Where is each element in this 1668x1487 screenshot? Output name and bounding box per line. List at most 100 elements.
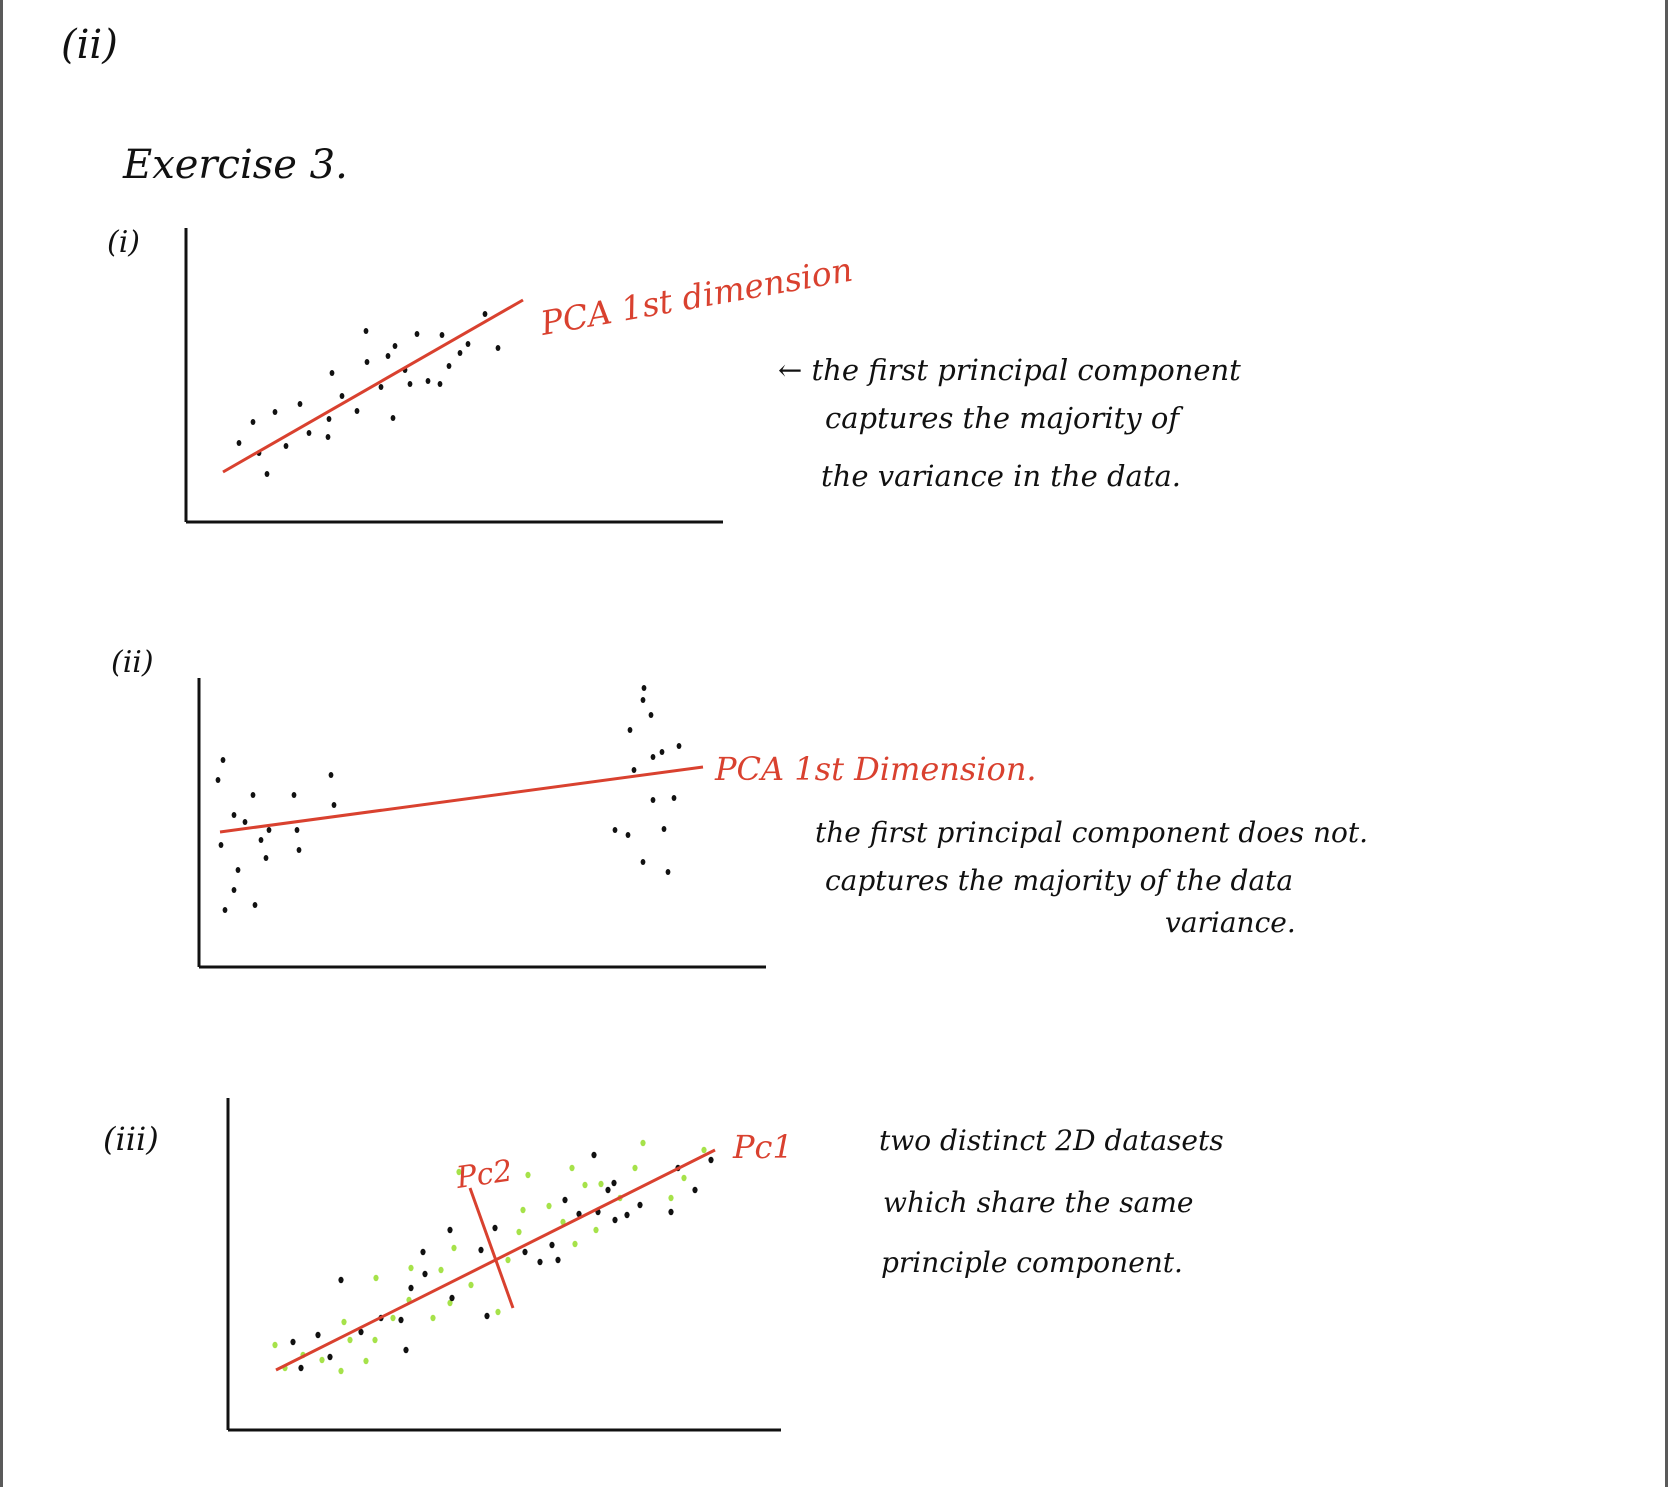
- part-3-black-point: [692, 1186, 698, 1194]
- part-1-point: [457, 350, 463, 356]
- part-3-green-point: [505, 1256, 511, 1264]
- part-3-black-point: [315, 1331, 321, 1339]
- part-3-green-point: [372, 1336, 378, 1344]
- part-3-black-point: [591, 1151, 597, 1159]
- exercise-title: Exercise 3.: [122, 142, 348, 188]
- part-3-black-point: [612, 1216, 618, 1224]
- part-3-black-point: [537, 1258, 543, 1266]
- part-1-point: [378, 384, 384, 390]
- part-3-green-point: [546, 1202, 552, 1210]
- part-2-point: [331, 802, 337, 808]
- part-2-point: [661, 826, 667, 832]
- part-3: (iii) Pc1 Pc2 two distinct 2D datasets w…: [103, 1098, 1224, 1432]
- part-3-green-point: [632, 1164, 638, 1172]
- part-2-label: (ii): [111, 645, 154, 680]
- part-2-point: [650, 754, 656, 760]
- part-1-point: [297, 401, 303, 407]
- part-3-black-points: [290, 1151, 714, 1372]
- part-2-point: [296, 847, 302, 853]
- part-2-point: [231, 887, 237, 893]
- part-1-point: [414, 331, 420, 337]
- part-3-green-point: [373, 1274, 379, 1282]
- part-2-point: [215, 777, 221, 783]
- part-1-point: [339, 393, 345, 399]
- part-2-note-line-1: the first principal component does not.: [815, 816, 1368, 849]
- part-3-green-point: [447, 1299, 453, 1307]
- part-3-green-points: [272, 1139, 707, 1375]
- part-2-point: [640, 697, 646, 703]
- part-2-point: [252, 902, 258, 908]
- part-2-point: [218, 842, 224, 848]
- part-3-green-point: [468, 1281, 474, 1289]
- part-1-note-line-2: captures the majority of: [825, 401, 1184, 435]
- part-2-point: [263, 855, 269, 861]
- part-3-note-line-2: which share the same: [883, 1186, 1193, 1219]
- part-2-point: [250, 792, 256, 798]
- part-3-green-point: [681, 1174, 687, 1182]
- part-2-point: [291, 792, 297, 798]
- part-3-green-point: [430, 1314, 436, 1322]
- part-2-point: [671, 795, 677, 801]
- part-3-green-point: [701, 1146, 707, 1154]
- part-1-note-line-3: the variance in the data.: [821, 459, 1181, 493]
- part-3-green-point: [438, 1266, 444, 1274]
- part-3-green-point: [569, 1164, 575, 1172]
- part-1-point: [439, 332, 445, 338]
- part-2-point: [659, 749, 665, 755]
- part-3-label: (iii): [103, 1120, 159, 1158]
- part-3-black-point: [605, 1186, 611, 1194]
- part-2-point: [242, 819, 248, 825]
- part-3-green-point: [560, 1218, 566, 1226]
- part-3-green-point: [495, 1308, 501, 1316]
- part-1-point: [425, 378, 431, 384]
- header-mark: (ii): [61, 22, 118, 68]
- part-3-black-point: [398, 1316, 404, 1324]
- part-2-line-label: PCA 1st Dimension.: [714, 750, 1037, 788]
- part-1-point: [392, 343, 398, 349]
- part-3-green-point: [640, 1139, 646, 1147]
- part-3-black-point: [668, 1208, 674, 1216]
- part-1-point: [495, 345, 501, 351]
- part-1-axes: [184, 228, 723, 524]
- part-2-axes: [197, 678, 766, 969]
- part-1-pca-line: [222, 298, 524, 474]
- part-3-green-point: [347, 1336, 353, 1344]
- part-3-green-point: [338, 1367, 344, 1375]
- part-3-green-point: [272, 1341, 278, 1349]
- part-3-green-point: [451, 1244, 457, 1252]
- part-2-point: [612, 827, 618, 833]
- part-3-green-point: [408, 1264, 414, 1272]
- part-3-axes: [226, 1098, 781, 1432]
- part-2-point: [676, 743, 682, 749]
- part-1: (i) PCA 1st dimension ← the first princi…: [107, 225, 1241, 524]
- worksheet-page: (ii) Exercise 3. (i) PCA 1st dimension ←…: [3, 0, 1665, 1487]
- part-2-point: [631, 767, 637, 773]
- part-3-green-point: [341, 1318, 347, 1326]
- part-3-green-point: [390, 1314, 396, 1322]
- part-2-point: [648, 712, 654, 718]
- part-2: (ii) PCA 1st Dimension. the first princi…: [111, 645, 1368, 969]
- part-1-label: (i): [107, 225, 140, 260]
- part-2-point: [627, 727, 633, 733]
- part-1-point: [385, 353, 391, 359]
- part-2-points: [215, 685, 682, 913]
- part-3-green-point: [319, 1356, 325, 1364]
- part-3-black-point: [484, 1312, 490, 1320]
- part-2-note-line-2: captures the majority of the data: [825, 864, 1293, 897]
- part-3-green-point: [582, 1181, 588, 1189]
- part-1-point: [465, 341, 471, 347]
- part-3-green-point: [520, 1206, 526, 1214]
- part-1-point: [250, 419, 256, 425]
- part-1-point: [329, 370, 335, 376]
- part-3-black-point: [408, 1284, 414, 1292]
- part-1-point: [283, 443, 289, 449]
- part-2-pca-line: [219, 765, 704, 834]
- part-2-point: [294, 827, 300, 833]
- part-1-points: [236, 311, 501, 477]
- part-3-black-point: [492, 1224, 498, 1232]
- part-2-point: [640, 859, 646, 865]
- part-3-black-point: [549, 1241, 555, 1249]
- part-1-point: [326, 416, 332, 422]
- part-3-green-point: [525, 1171, 531, 1179]
- part-3-black-point: [447, 1226, 453, 1234]
